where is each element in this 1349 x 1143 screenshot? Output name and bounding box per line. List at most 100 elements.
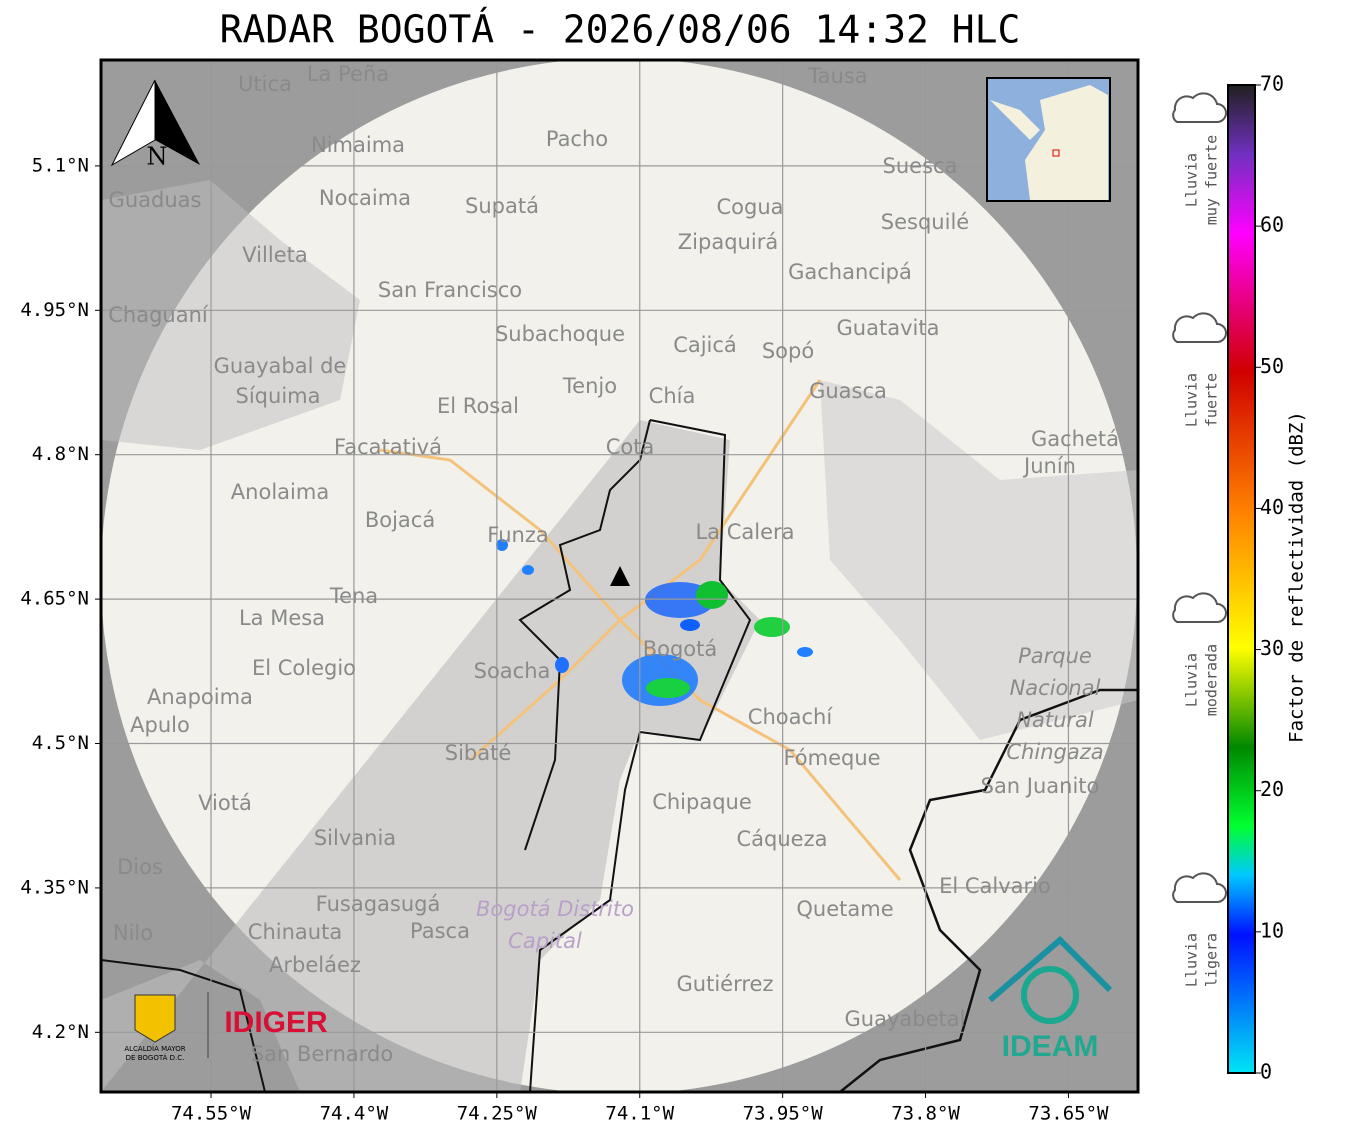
district-label: Bogotá Distrito bbox=[476, 897, 634, 921]
inset-marker bbox=[1052, 149, 1060, 157]
radar-site bbox=[610, 566, 630, 586]
north-arrow: N bbox=[110, 79, 200, 171]
place-label: Supatá bbox=[465, 194, 539, 218]
place-label: Dios bbox=[117, 855, 163, 879]
boundary bbox=[101, 959, 266, 1092]
place-label: Bogotá bbox=[643, 637, 718, 661]
place-label: Pasca bbox=[410, 919, 470, 943]
park-label: Nacional bbox=[1010, 676, 1101, 700]
boundary bbox=[839, 688, 1138, 1092]
legend-label: muy fuerte bbox=[1203, 135, 1221, 225]
place-label: Cáqueza bbox=[737, 827, 828, 851]
legend-label: fuerte bbox=[1203, 373, 1221, 427]
colorbar-label: Factor de reflectividad (dBZ) bbox=[1286, 411, 1308, 743]
y-tick-label: 4.95°N bbox=[20, 299, 89, 321]
colorbar-tick-label: 20 bbox=[1260, 777, 1284, 801]
place-label: Cogua bbox=[716, 195, 783, 219]
place-label: Guaduas bbox=[109, 188, 202, 212]
place-label: Tenjo bbox=[562, 374, 617, 398]
place-label: Soacha bbox=[474, 659, 551, 683]
place-label: El Colegio bbox=[252, 656, 356, 680]
place-label: Nilo bbox=[113, 921, 153, 945]
place-label: El Calvario bbox=[939, 874, 1051, 898]
north-label: N bbox=[147, 143, 168, 171]
alcaldia-text: ALCALDÍA MAYOR bbox=[124, 1044, 185, 1053]
echo bbox=[646, 678, 690, 698]
place-label: Fómeque bbox=[783, 746, 880, 770]
place-label: La Peña bbox=[307, 62, 389, 86]
y-tick-label: 5.1°N bbox=[32, 154, 89, 176]
place-label: San Francisco bbox=[378, 278, 522, 302]
place-label: Nocaima bbox=[319, 186, 411, 210]
weather-icon bbox=[1172, 92, 1227, 123]
place-label: Guatavita bbox=[837, 316, 940, 340]
legend-label: Lluvia bbox=[1183, 933, 1201, 987]
terrain bbox=[820, 380, 1138, 740]
idiger-logo: IDIGER bbox=[224, 1006, 328, 1039]
place-label: Apulo bbox=[130, 713, 190, 737]
ideam-swirl bbox=[1021, 966, 1079, 1024]
weather-icon bbox=[1172, 592, 1227, 623]
ideam-logo: IDEAM bbox=[1002, 1030, 1099, 1063]
park-label: Natural bbox=[1016, 708, 1094, 732]
park-label: Chingaza bbox=[1006, 740, 1103, 764]
x-tick-label: 73.8°W bbox=[891, 1103, 960, 1125]
colorbar bbox=[1227, 84, 1256, 1074]
x-tick-label: 73.95°W bbox=[743, 1103, 824, 1125]
place-label: Cota bbox=[606, 435, 655, 459]
district-label: Capital bbox=[508, 929, 582, 953]
place-label: Choachí bbox=[748, 705, 834, 729]
inset-land bbox=[1025, 85, 1108, 200]
echo bbox=[754, 617, 790, 637]
place-label: Quetame bbox=[796, 897, 893, 921]
ideam-roof bbox=[988, 935, 1113, 1003]
x-tick-label: 74.55°W bbox=[171, 1103, 252, 1125]
echo bbox=[696, 581, 728, 609]
place-label: Zipaquirá bbox=[678, 230, 778, 254]
title: RADAR BOGOTÁ - 2026/08/06 14:32 HLC bbox=[220, 8, 1021, 52]
x-tick-label: 74.1°W bbox=[605, 1103, 674, 1125]
terrain bbox=[101, 420, 760, 1092]
legend-label: Lluvia bbox=[1183, 153, 1201, 207]
echo bbox=[797, 647, 813, 657]
place-label: Guayabetal bbox=[845, 1007, 966, 1031]
park-label: Parque bbox=[1018, 644, 1092, 668]
x-tick-label: 74.4°W bbox=[320, 1103, 389, 1125]
place-label: San Bernardo bbox=[251, 1042, 393, 1066]
weather-icon bbox=[1172, 872, 1227, 903]
place-label: Anapoima bbox=[147, 685, 253, 709]
alcaldia-shield bbox=[134, 994, 176, 1043]
place-label: Bojacá bbox=[365, 508, 435, 532]
y-tick-label: 4.65°N bbox=[20, 588, 89, 610]
place-label: Chipaque bbox=[652, 790, 752, 814]
legend-label: moderada bbox=[1203, 644, 1221, 716]
place-label: Guasca bbox=[809, 379, 887, 403]
colorbar-tick-label: 60 bbox=[1260, 213, 1284, 237]
place-label: Facatativá bbox=[334, 435, 442, 459]
place-label: Silvania bbox=[314, 826, 396, 850]
place-label: Tena bbox=[329, 584, 378, 608]
place-label: Gutiérrez bbox=[677, 972, 774, 996]
logos: ALCALDÍA MAYOR DE BOGOTÁ D.C. IDIGER IDE… bbox=[124, 935, 1113, 1063]
colorbar-tick-label: 40 bbox=[1260, 495, 1284, 519]
district-boundary bbox=[518, 419, 752, 1092]
legend-label: Lluvia bbox=[1183, 373, 1201, 427]
inset-map bbox=[986, 77, 1111, 202]
x-tick-label: 74.25°W bbox=[457, 1103, 538, 1125]
place-label: Chinauta bbox=[248, 920, 342, 944]
place-label: Arbeláez bbox=[269, 953, 361, 977]
place-label: Nimaima bbox=[311, 133, 405, 157]
place-label: Subachoque bbox=[495, 322, 625, 346]
echo bbox=[555, 657, 569, 673]
place-label: Fusagasugá bbox=[316, 892, 441, 916]
alcaldia-text: DE BOGOTÁ D.C. bbox=[126, 1053, 185, 1062]
weather-icon bbox=[1172, 312, 1227, 343]
radar-echoes bbox=[496, 539, 813, 706]
place-label: Utica bbox=[238, 72, 292, 96]
roads bbox=[379, 379, 902, 881]
echo bbox=[522, 565, 534, 575]
y-tick-label: 4.35°N bbox=[20, 876, 89, 898]
place-label: Villeta bbox=[242, 243, 307, 267]
place-label: Guayabal de bbox=[214, 354, 347, 378]
place-label: Pacho bbox=[546, 127, 608, 151]
